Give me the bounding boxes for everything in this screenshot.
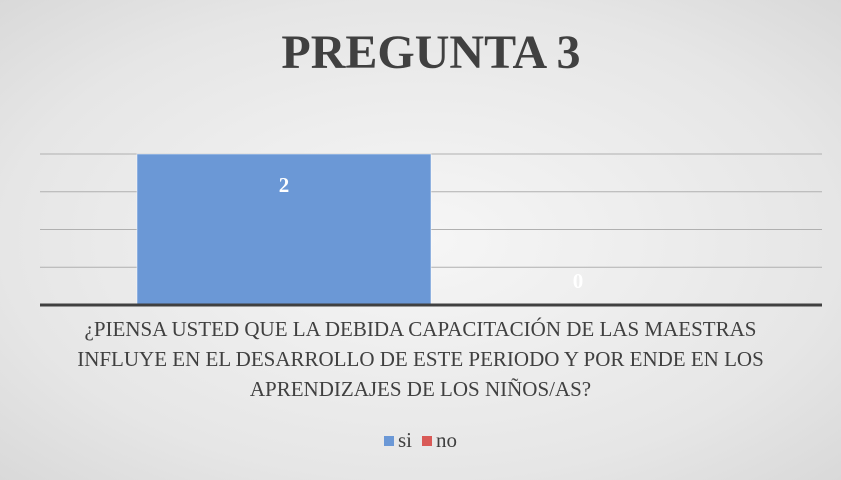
x-tick-label: ¿PIENSA USTED QUE LA DEBIDA CAPACITACIÓN… — [77, 317, 764, 401]
data-label: 2 — [279, 173, 290, 197]
legend-swatch — [383, 435, 394, 446]
legend-label: si — [397, 428, 412, 452]
legend-item: si — [383, 428, 412, 453]
bar — [136, 153, 432, 306]
data-label: 0 — [573, 269, 584, 293]
legend-label: no — [436, 428, 457, 452]
legend: si no — [0, 428, 841, 453]
legend-item: no — [422, 428, 457, 453]
legend-swatch — [422, 435, 432, 446]
chart-title: PREGUNTA 3 — [281, 26, 580, 79]
